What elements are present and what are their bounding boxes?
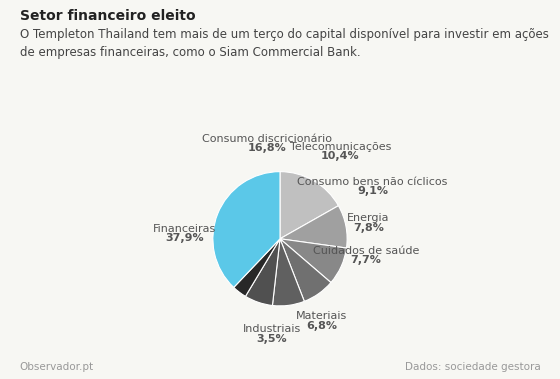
Text: 37,9%: 37,9% xyxy=(165,233,204,243)
Wedge shape xyxy=(213,172,280,287)
Text: O Templeton Thailand tem mais de um terço do capital disponível para investir em: O Templeton Thailand tem mais de um terç… xyxy=(20,28,548,60)
Wedge shape xyxy=(234,239,280,296)
Text: Setor financeiro eleito: Setor financeiro eleito xyxy=(20,9,195,23)
Text: Dados: sociedade gestora: Dados: sociedade gestora xyxy=(405,362,540,372)
Wedge shape xyxy=(280,239,331,301)
Text: Telecomunicações: Telecomunicações xyxy=(290,142,391,152)
Text: 9,1%: 9,1% xyxy=(357,186,388,196)
Text: 7,8%: 7,8% xyxy=(353,222,384,233)
Text: Observador.pt: Observador.pt xyxy=(20,362,94,372)
Text: Energia: Energia xyxy=(347,213,390,223)
Wedge shape xyxy=(280,239,347,282)
Text: Materiais: Materiais xyxy=(296,311,347,321)
Text: Consumo discricionário: Consumo discricionário xyxy=(202,133,332,144)
Text: 10,4%: 10,4% xyxy=(321,151,360,161)
Text: 16,8%: 16,8% xyxy=(247,143,286,153)
Text: Financeiras: Financeiras xyxy=(153,224,216,233)
Wedge shape xyxy=(280,172,338,239)
Text: Consumo bens não cíclicos: Consumo bens não cíclicos xyxy=(297,177,448,186)
Text: 6,8%: 6,8% xyxy=(306,321,337,330)
Text: 7,7%: 7,7% xyxy=(351,255,381,265)
Wedge shape xyxy=(245,239,280,305)
Text: Cuidados de saúde: Cuidados de saúde xyxy=(312,246,419,256)
Wedge shape xyxy=(272,239,304,306)
Text: Industriais: Industriais xyxy=(243,324,301,334)
Wedge shape xyxy=(280,206,347,248)
Text: 3,5%: 3,5% xyxy=(256,334,287,344)
